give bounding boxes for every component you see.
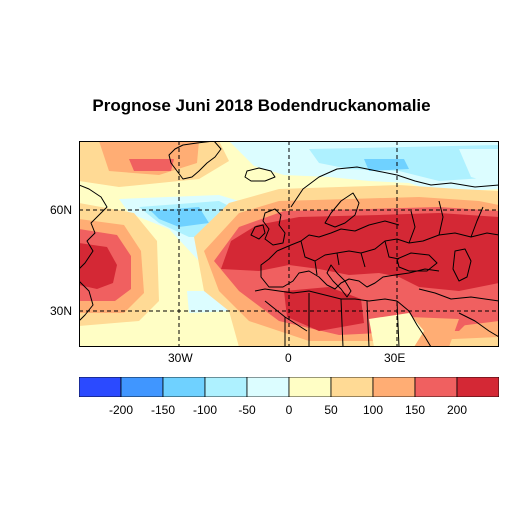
lat-label-60n: 60N [50,203,73,217]
map-title: Prognose Juni 2018 Bodendruckanomalie [92,96,431,115]
colorbar-swatch [78,376,122,398]
greenland-coast [168,141,222,180]
colorbar-tick-label: -200 [108,403,134,417]
ireland-coast [250,224,266,240]
colorbar-tick-label: 150 [404,403,426,417]
north-america-coast-east [79,280,94,322]
colorbar-tick-label: 50 [324,403,338,417]
coastlines [79,141,499,347]
lon-label-0: 0 [285,351,292,365]
colorbar-tick-label: 200 [446,403,468,417]
grid-lines [79,141,499,347]
caspian-coast [452,248,472,282]
colorbar-swatch [330,376,374,398]
black-sea-coast [396,252,438,272]
colorbar-svg [78,376,500,398]
anomaly-map [79,141,499,347]
europe-coast [260,220,440,290]
colorbar-swatch [204,376,248,398]
map-frame [79,141,499,347]
middle-east-coast [396,288,499,347]
colorbar-tick-label: 0 [285,403,293,417]
colorbar-tick-label: 100 [362,403,384,417]
colorbar-swatch [456,376,500,398]
colorbar-swatch [414,376,458,398]
iceland-coast [244,167,276,182]
europe-borders [300,200,499,276]
scandinavia-coast [290,166,499,228]
north-america-coast [79,184,108,270]
italy-coast [326,264,352,298]
colorbar-swatch [246,376,290,398]
anomaly-cyan-northeast [459,149,499,185]
colorbar [78,376,500,398]
colorbar-swatch [372,376,416,398]
colorbar-tick-label: -100 [192,403,218,417]
north-africa-coast [254,288,398,302]
colorbar-swatch [162,376,206,398]
africa-borders [264,293,400,347]
lon-label-30w: 30W [168,351,193,365]
colorbar-swatch [120,376,164,398]
colorbar-swatch [288,376,332,398]
anomaly-red-greenland [129,159,174,171]
anomaly-darkred-africa [284,287,364,331]
lat-label-30n: 30N [50,304,73,318]
colorbar-tick-label: -150 [150,403,176,417]
uk-coast [262,208,286,246]
lon-label-30e: 30E [384,351,406,365]
anomaly-darkred-west [79,243,117,289]
colorbar-tick-label: -50 [238,403,256,417]
anomaly-blue-atlantic [151,207,209,227]
anomaly-darkred-europe [221,213,499,291]
anomaly-blue-north [364,159,409,171]
